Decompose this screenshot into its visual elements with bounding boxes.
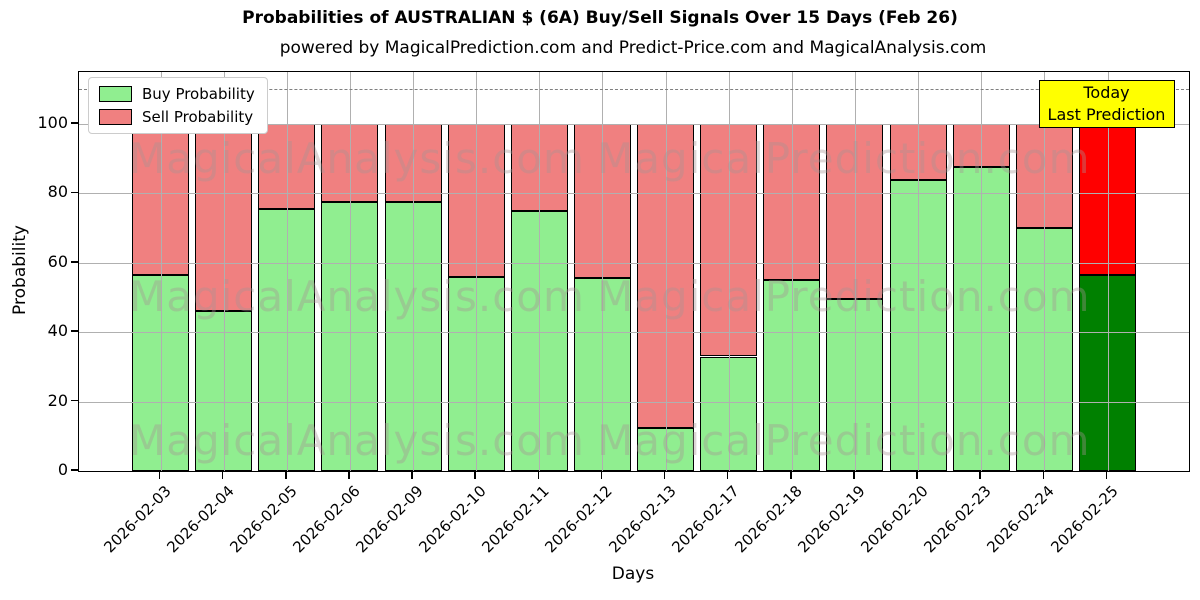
y-tick-label: 60 bbox=[47, 251, 68, 271]
x-tick-label: 2026-02-24 bbox=[983, 482, 1059, 557]
plot-area: MagicalAnalysis.com MagicalPrediction.com… bbox=[78, 71, 1190, 472]
x-tick-label: 2026-02-09 bbox=[352, 482, 427, 557]
x-tick-label: 2026-02-10 bbox=[415, 482, 490, 557]
x-axis-tick bbox=[285, 471, 287, 479]
gridline bbox=[918, 72, 920, 471]
gridline bbox=[981, 72, 983, 471]
watermark-text: MagicalAnalysis.com bbox=[129, 416, 585, 465]
x-tick-label: 2026-02-19 bbox=[794, 482, 869, 557]
x-axis-tick bbox=[158, 471, 161, 479]
gridline bbox=[79, 124, 1189, 126]
gridline bbox=[665, 72, 667, 471]
x-axis-tick bbox=[790, 471, 792, 479]
x-tick-label: 2026-02-20 bbox=[857, 482, 932, 557]
x-axis-tick bbox=[726, 471, 729, 479]
x-axis-tick bbox=[853, 471, 855, 479]
watermark-text: MagicalAnalysis.com bbox=[129, 134, 585, 183]
y-axis-tick bbox=[71, 191, 78, 194]
y-axis-tick bbox=[71, 122, 78, 124]
gridline bbox=[539, 72, 541, 471]
x-tick-label: 2026-02-05 bbox=[226, 482, 301, 557]
x-axis-tick bbox=[537, 471, 540, 479]
gridline bbox=[223, 72, 225, 471]
x-axis-tick bbox=[663, 471, 666, 479]
gridline bbox=[79, 193, 1189, 195]
x-tick-label: 2026-02-04 bbox=[162, 482, 238, 557]
buy-swatch-icon bbox=[99, 86, 132, 102]
gridline bbox=[349, 72, 351, 471]
legend-label-buy: Buy Probability bbox=[142, 84, 255, 103]
x-tick-label: 2026-02-18 bbox=[731, 482, 806, 557]
x-tick-label: 2026-02-23 bbox=[920, 482, 995, 557]
x-axis-tick bbox=[348, 471, 350, 479]
gridline bbox=[286, 72, 288, 471]
legend-item-buy: Buy Probability bbox=[99, 86, 255, 102]
x-axis-tick bbox=[916, 471, 918, 479]
y-tick-label: 20 bbox=[47, 390, 68, 410]
grid-layer bbox=[79, 72, 1189, 471]
x-tick-label: 2026-02-03 bbox=[99, 482, 175, 557]
gridline bbox=[1044, 72, 1046, 471]
y-axis-label: Probability bbox=[10, 225, 30, 315]
today-annotation-line1: Today bbox=[1083, 83, 1130, 102]
gridline bbox=[160, 72, 162, 471]
sell-swatch-icon bbox=[99, 109, 132, 125]
y-axis-tick bbox=[71, 261, 78, 263]
gridline bbox=[413, 72, 415, 471]
y-axis-tick bbox=[71, 469, 78, 471]
gridline bbox=[791, 72, 793, 471]
gridline bbox=[79, 401, 1189, 403]
x-axis-tick bbox=[221, 471, 224, 479]
x-axis-tick bbox=[1042, 471, 1045, 479]
x-tick-label: 2026-02-12 bbox=[541, 482, 617, 557]
watermark-text: MagicalAnalysis.com bbox=[129, 272, 585, 321]
y-axis-tick bbox=[71, 330, 78, 332]
chart-title: Probabilities of AUSTRALIAN $ (6A) Buy/S… bbox=[242, 8, 958, 28]
watermark-text: MagicalPrediction.com bbox=[597, 272, 1091, 321]
watermark-layer: MagicalAnalysis.com MagicalPrediction.com… bbox=[79, 72, 1189, 471]
gridline bbox=[79, 332, 1189, 334]
gridline bbox=[728, 72, 730, 471]
y-tick-label: 100 bbox=[37, 113, 68, 133]
x-tick-label: 2026-02-11 bbox=[478, 482, 554, 557]
gridline bbox=[476, 72, 478, 471]
x-axis-tick bbox=[1105, 471, 1108, 479]
legend: Buy Probability Sell Probability bbox=[88, 77, 268, 134]
watermark-text: MagicalPrediction.com bbox=[597, 134, 1091, 183]
legend-item-sell: Sell Probability bbox=[99, 109, 255, 125]
x-axis-tick bbox=[474, 471, 476, 479]
x-axis-label: Days bbox=[611, 564, 655, 584]
x-tick-label: 2026-02-06 bbox=[289, 482, 364, 557]
y-tick-label: 0 bbox=[57, 460, 68, 479]
y-axis-tick bbox=[71, 399, 78, 402]
x-axis-tick bbox=[411, 471, 413, 479]
gridline bbox=[79, 262, 1189, 264]
watermark-text: MagicalPrediction.com bbox=[597, 416, 1091, 465]
x-axis-tick bbox=[979, 471, 981, 479]
today-annotation: Today Last Prediction bbox=[1038, 80, 1175, 128]
today-annotation-line2: Last Prediction bbox=[1047, 105, 1166, 124]
dashed-threshold-line bbox=[79, 89, 1189, 91]
gridline bbox=[1107, 72, 1109, 471]
x-tick-label: 2026-02-25 bbox=[1046, 482, 1122, 557]
y-tick-label: 40 bbox=[47, 321, 68, 341]
x-axis-tick bbox=[600, 471, 603, 479]
legend-label-sell: Sell Probability bbox=[142, 107, 254, 126]
y-tick-label: 80 bbox=[47, 182, 68, 202]
gridline bbox=[854, 72, 856, 471]
chart-subtitle: powered by MagicalPrediction.com and Pre… bbox=[279, 38, 987, 58]
gridline bbox=[602, 72, 604, 471]
